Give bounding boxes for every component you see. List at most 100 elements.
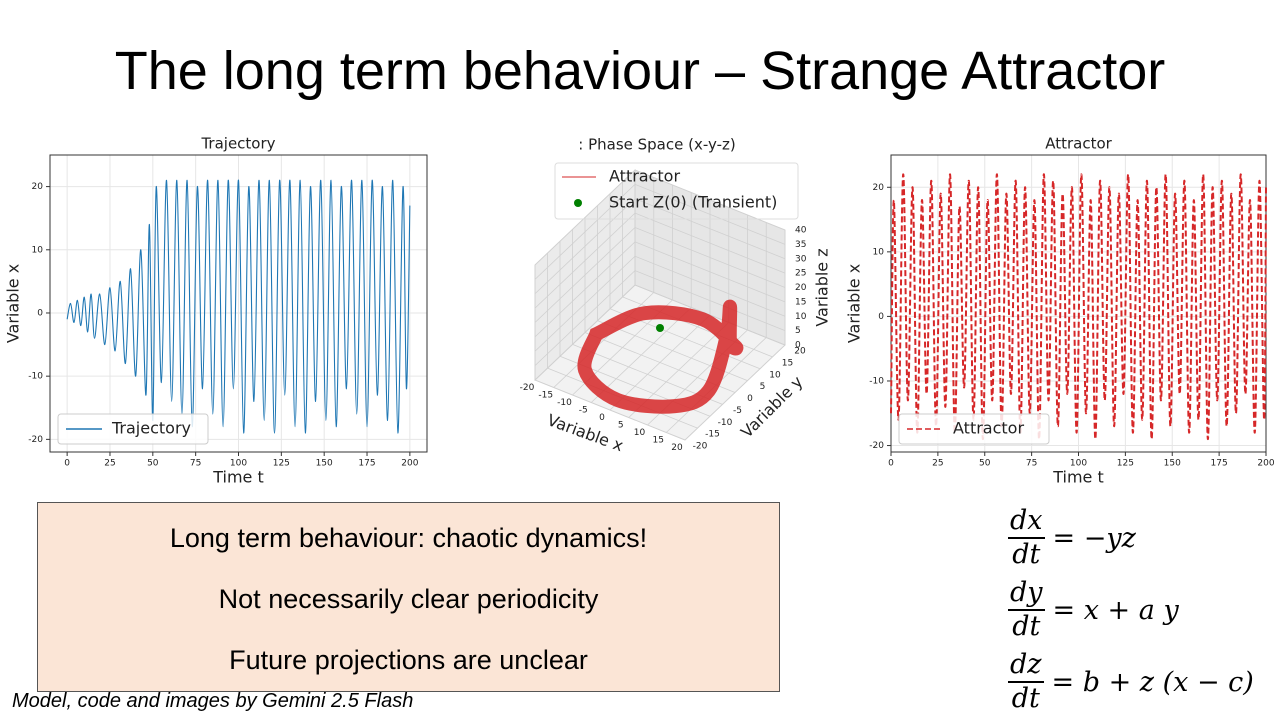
- chart-title: Attractor: [1045, 135, 1112, 153]
- z-tick-label: 30: [795, 254, 807, 264]
- numerator: dx: [1008, 505, 1045, 539]
- x-tick-label: 5: [618, 421, 624, 431]
- legend-box: [554, 162, 799, 220]
- slide-title: The long term behaviour – Strange Attrac…: [114, 41, 1166, 101]
- line: [890, 173, 1267, 441]
- note: Future projections are unclear: [229, 645, 588, 675]
- x-tick-label: 175: [1211, 459, 1228, 469]
- y-tick-label: -10: [28, 372, 43, 382]
- x-tick-label: 125: [1117, 459, 1134, 469]
- line: [66, 179, 411, 434]
- x-tick-label: 125: [273, 459, 290, 469]
- z-tick-label: 0: [795, 341, 801, 351]
- y-tick-label: -15: [705, 430, 720, 440]
- plot-frame: [49, 154, 428, 453]
- x-tick-label: 10: [634, 428, 646, 438]
- x-tick-label: 50: [979, 459, 991, 469]
- x-axis-label: Variable x: [545, 410, 626, 455]
- x-tick-label: 0: [888, 459, 894, 469]
- x-tick-label: 200: [401, 459, 418, 469]
- rhs: = x + a y: [1052, 594, 1179, 626]
- y-tick-label: 20: [32, 182, 44, 192]
- grid-line: [534, 379, 686, 441]
- y-tick-label: -20: [869, 441, 884, 451]
- y-tick-label: 0: [747, 394, 753, 404]
- z-tick-label: 35: [795, 240, 806, 250]
- start-point: [656, 324, 664, 332]
- attractor-line: [577, 299, 744, 414]
- y-tick-label: -10: [718, 418, 733, 428]
- rhs: = b + z (x − c): [1051, 666, 1254, 698]
- y-tick-label: -20: [693, 442, 708, 452]
- x-tick-label: -15: [538, 391, 553, 401]
- denominator: dt: [1012, 611, 1041, 642]
- y-tick-label: 10: [873, 247, 885, 257]
- x-tick-label: 15: [653, 436, 664, 446]
- x-tick-label: 25: [104, 459, 115, 469]
- equation: dx dt = −yz: [1008, 502, 1254, 574]
- chart-title: Trajectory: [200, 135, 275, 153]
- x-tick-label: -10: [557, 398, 572, 408]
- x-tick-label: 25: [932, 459, 943, 469]
- x-tick-label: 150: [316, 459, 333, 469]
- legend-label: Trajectory: [111, 419, 191, 438]
- grid-line: [634, 184, 786, 245]
- denominator: dt: [1012, 539, 1041, 570]
- numerator: dy: [1008, 577, 1045, 611]
- note: Not necessarily clear periodicity: [218, 584, 599, 614]
- z-tick-label: 5: [795, 326, 801, 336]
- equations: dx dt = −yz dy dt = x + a y dz dt = b + z (x −…: [1008, 502, 1254, 718]
- x-tick-label: 0: [64, 459, 70, 469]
- y-tick-label: -10: [869, 376, 884, 386]
- x-tick-label: 75: [190, 459, 201, 469]
- x-tick-label: 150: [1164, 459, 1181, 469]
- rhs: = −yz: [1052, 522, 1136, 554]
- x-tick-label: -20: [520, 383, 535, 393]
- x-tick-label: 100: [1070, 459, 1087, 469]
- legend-box: [57, 413, 209, 445]
- x-tick-label: -5: [579, 406, 588, 416]
- equation: dy dt = x + a y: [1008, 574, 1254, 646]
- note: Long term behaviour: chaotic dynamics!: [169, 523, 648, 553]
- equation: dz dt = b + z (x − c): [1008, 646, 1254, 718]
- grid-line: [534, 284, 636, 381]
- grid-line: [534, 270, 636, 366]
- grid-line: [634, 169, 786, 231]
- y-tick-label: 10: [32, 245, 44, 255]
- y-tick-label: 0: [37, 308, 43, 318]
- grid-line: [534, 241, 636, 338]
- y-tick-label: -20: [28, 435, 43, 445]
- x-axis-label: Time t: [212, 468, 264, 487]
- grid-line: [634, 270, 786, 331]
- legend-box: [898, 413, 1050, 445]
- z-tick-label: 15: [795, 297, 806, 307]
- x-tick-label: 200: [1257, 459, 1274, 469]
- z-tick-label: 40: [795, 226, 807, 236]
- z-tick-label: 20: [795, 283, 807, 293]
- y-tick-label: 5: [760, 382, 766, 392]
- x-axis-label: Time t: [1052, 468, 1104, 487]
- x-tick-label: 0: [599, 413, 605, 423]
- credit: Model, code and images by Gemini 2.5 Fla…: [12, 690, 414, 712]
- z-tick-label: 25: [795, 269, 806, 279]
- z-axis-label: Variable z: [813, 248, 832, 326]
- y-tick-label: 0: [878, 312, 884, 322]
- plot-frame: [890, 154, 1267, 453]
- y-tick-label: -5: [733, 406, 742, 416]
- numerator: dz: [1008, 649, 1044, 683]
- grid-line: [634, 227, 786, 288]
- y-tick-label: 20: [794, 347, 806, 357]
- y-tick-label: 15: [782, 358, 793, 368]
- grid-line: [534, 255, 636, 352]
- x-tick-label: 100: [230, 459, 247, 469]
- grid-line: [634, 198, 786, 260]
- notes-box: Long term behaviour: chaotic dynamics! N…: [37, 502, 780, 692]
- x-tick-label: 75: [1026, 459, 1037, 469]
- y-axis-label: Variable x: [845, 264, 864, 343]
- y-axis-label: Variable y: [737, 372, 807, 442]
- grid-line: [634, 212, 786, 274]
- grid-line: [534, 227, 636, 323]
- legend-label: Start Z(0) (Transient): [609, 193, 777, 212]
